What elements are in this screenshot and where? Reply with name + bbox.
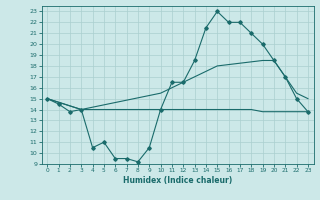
X-axis label: Humidex (Indice chaleur): Humidex (Indice chaleur) <box>123 176 232 185</box>
